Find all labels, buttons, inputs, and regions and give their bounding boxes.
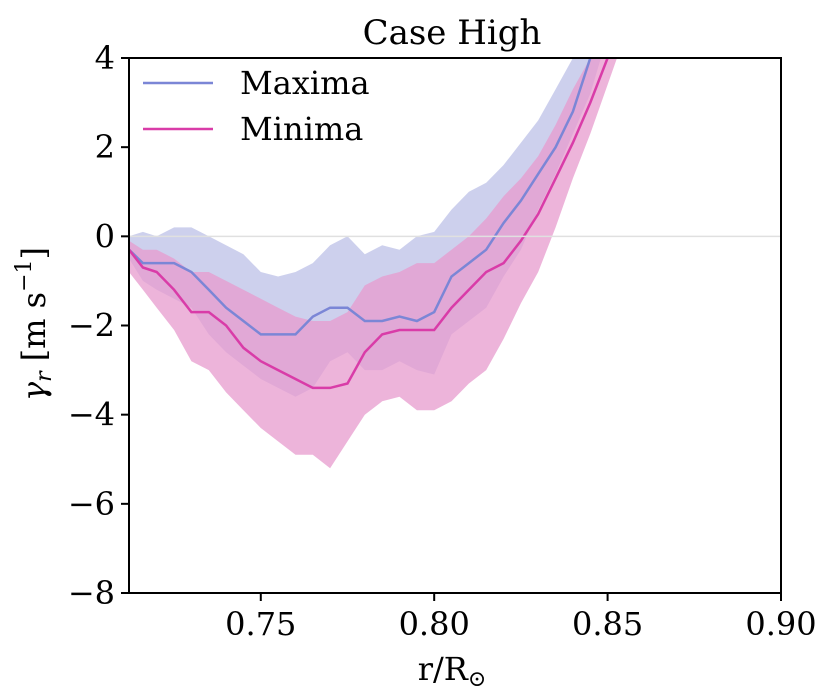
x-axis-label-main: r/R (418, 650, 469, 688)
y-axis-label-units-end: ] (15, 247, 53, 259)
x-axis-label: r/R⊙ (418, 650, 487, 692)
y-axis-label-subscript: r (32, 370, 57, 382)
x-tick-label: 0.85 (572, 605, 643, 643)
x-tick-label: 0.80 (399, 605, 470, 643)
y-axis: 4 2 0 −2 −4 −6 −8 (68, 39, 129, 612)
x-axis-label-subscript: ⊙ (468, 667, 486, 692)
legend-minima-label: Minima (240, 110, 363, 148)
x-tick-label: 0.75 (225, 605, 296, 643)
minima-band (129, 58, 618, 469)
y-tick-label: 2 (95, 128, 115, 166)
y-axis-label-units-sup: −1 (12, 259, 37, 291)
x-tick-label: 0.90 (745, 605, 816, 643)
y-tick-label: 4 (95, 39, 115, 77)
chart-title: Case High (363, 13, 542, 53)
y-axis-label-units: [m s (15, 292, 53, 361)
y-tick-label: −2 (68, 307, 115, 345)
plot-area (129, 58, 618, 469)
minima-line (129, 58, 610, 390)
maxima-line (129, 58, 592, 336)
x-axis: 0.75 0.80 0.85 0.90 (225, 593, 817, 643)
legend-maxima-label: Maxima (240, 64, 370, 102)
y-axis-label: γr [m s−1] (12, 247, 57, 401)
y-tick-label: 0 (95, 217, 115, 255)
y-tick-label: −4 (68, 396, 115, 434)
y-axis-label-symbol: γ (15, 381, 53, 401)
y-tick-label: −6 (68, 485, 115, 523)
y-tick-label: −8 (68, 574, 115, 612)
legend: Maxima Minima (143, 64, 370, 148)
